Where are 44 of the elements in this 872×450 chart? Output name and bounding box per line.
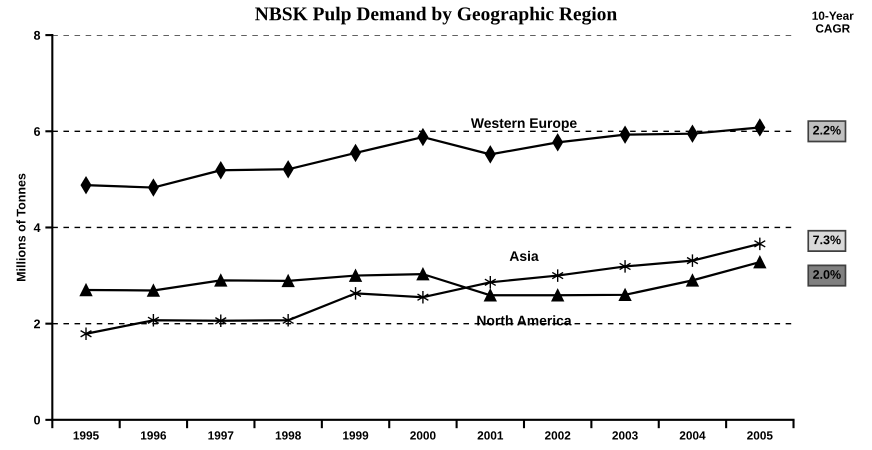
point bbox=[349, 269, 362, 282]
point bbox=[754, 256, 766, 268]
point bbox=[484, 275, 496, 290]
x-tick-label: 2000 bbox=[410, 431, 436, 440]
point bbox=[416, 268, 430, 280]
y-axis-title: Millions of Tonnes bbox=[16, 174, 26, 282]
series-label: Asia bbox=[510, 250, 539, 262]
text: 10-Year CAGR bbox=[812, 12, 854, 33]
point bbox=[282, 274, 294, 288]
series-label: North America bbox=[477, 315, 572, 326]
point bbox=[754, 236, 766, 251]
point bbox=[214, 314, 227, 328]
x-tick-label: 2005 bbox=[747, 431, 773, 440]
x-tick-label: 2003 bbox=[612, 431, 638, 440]
y-tick-label: 6 bbox=[34, 127, 40, 136]
x-tick-label: 2001 bbox=[478, 431, 504, 440]
text: 2.0% bbox=[813, 270, 841, 279]
point bbox=[282, 313, 294, 328]
x-tick-label: 2004 bbox=[680, 431, 706, 440]
point bbox=[214, 274, 228, 287]
x-tick-label: 1996 bbox=[141, 431, 166, 440]
point bbox=[618, 259, 632, 274]
point bbox=[484, 289, 497, 302]
text: 2.2% bbox=[813, 126, 841, 135]
point bbox=[551, 289, 564, 302]
point bbox=[80, 284, 92, 296]
point bbox=[618, 288, 632, 302]
series-label: Western Europe bbox=[470, 118, 577, 131]
y-tick-label: 8 bbox=[34, 30, 40, 40]
point bbox=[686, 274, 699, 287]
point bbox=[552, 268, 564, 283]
x-tick-label: 1998 bbox=[276, 431, 301, 440]
y-tick-label: 2 bbox=[34, 319, 40, 328]
y-tick-label: 4 bbox=[34, 223, 40, 232]
x-tick-label: 1997 bbox=[208, 431, 234, 440]
point bbox=[147, 284, 160, 297]
text: 7.3% bbox=[813, 235, 841, 244]
point bbox=[416, 290, 430, 304]
point bbox=[147, 313, 160, 328]
x-tick-label: 1999 bbox=[343, 431, 368, 440]
y-tick-label: 0 bbox=[34, 416, 40, 424]
x-tick-label: 2002 bbox=[544, 431, 570, 440]
chart-title: NBSK Pulp Demand by Geographic Region bbox=[255, 6, 617, 25]
x-tick-label: 1995 bbox=[74, 431, 99, 440]
